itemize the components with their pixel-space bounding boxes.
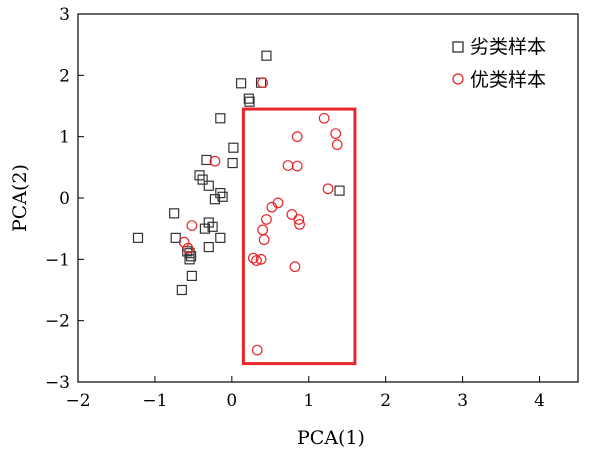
legend-marker-superior <box>452 73 464 85</box>
inferior-sample-point <box>334 185 345 196</box>
inferior-sample-point <box>201 154 212 166</box>
superior-sample-point <box>261 214 272 225</box>
x-tick-label: 3 <box>457 391 468 411</box>
superior-sample-point <box>291 160 303 172</box>
y-tick-label: 2 <box>59 66 70 86</box>
inferior-sample-point <box>170 232 181 243</box>
inferior-sample-point <box>203 241 214 253</box>
superior-sample-point <box>331 139 343 151</box>
inferior-sample-point <box>199 223 211 234</box>
x-tick-label: 1 <box>303 391 314 411</box>
superior-sample-point <box>294 218 305 230</box>
x-tick-label: −1 <box>142 391 167 411</box>
legend: 劣类样本 优类样本 <box>452 36 546 91</box>
inferior-sample-point <box>209 194 221 205</box>
inferior-sample-point <box>227 157 238 169</box>
inferior-sample-point <box>186 270 197 281</box>
inferior-sample-point <box>215 187 226 199</box>
legend-label-inferior: 劣类样本 <box>470 36 546 58</box>
x-axis-title: PCA(1) <box>297 427 365 449</box>
superior-sample-point <box>257 224 269 236</box>
inferior-sample-point <box>228 142 239 153</box>
inferior-sample-point <box>184 254 195 265</box>
superior-sample-point <box>258 234 270 246</box>
inferior-sample-point <box>132 232 144 243</box>
inferior-sample-point <box>176 284 187 296</box>
superior-sample-point <box>322 183 334 195</box>
x-tick-label: 2 <box>380 391 391 411</box>
inferior-sample-point <box>215 113 226 124</box>
superior-sample-point <box>291 131 303 143</box>
inferior-sample-point <box>169 208 180 219</box>
x-tick-label: 0 <box>226 391 237 411</box>
y-tick-label: 1 <box>59 128 70 148</box>
y-tick-label: −2 <box>45 312 70 332</box>
x-tick-label: 4 <box>534 391 545 411</box>
y-tick-label: −1 <box>45 250 70 270</box>
superior-sample-point <box>266 201 278 213</box>
inferior-sample-point <box>203 180 214 191</box>
superior-sample-point <box>251 344 263 356</box>
legend-marker-inferior <box>452 41 464 53</box>
y-tick-label: −3 <box>45 373 70 393</box>
superior-sample-point <box>318 112 330 124</box>
inferior-sample-point <box>215 232 226 243</box>
legend-label-superior: 优类样本 <box>470 69 546 91</box>
inferior-sample-point <box>243 93 254 104</box>
inferior-sample-point <box>207 221 218 232</box>
superior-sample-point <box>247 252 259 264</box>
superior-sample-point <box>186 220 198 232</box>
inferior-sample-point <box>235 78 247 89</box>
superior-sample-point <box>178 236 190 248</box>
highlight-box-layer <box>241 107 357 366</box>
superior-sample-point <box>289 261 301 273</box>
y-axis-title: PCA(2) <box>9 164 31 232</box>
inferior-sample-point <box>261 50 272 61</box>
inferior-sample-point <box>244 96 255 107</box>
superior-sample-point <box>255 253 267 265</box>
superior-sample-point <box>182 242 194 254</box>
superior-sample-point <box>282 160 294 171</box>
superior-sample-point <box>286 209 298 220</box>
inferior-sample-point <box>197 174 208 185</box>
y-tick-label: 3 <box>59 5 70 25</box>
superior-sample-point <box>330 128 342 140</box>
superior-sample-point <box>209 155 221 167</box>
superior-sample-point <box>257 77 269 89</box>
superior-sample-point <box>293 214 305 225</box>
superior-sample-point <box>251 255 262 266</box>
x-tick-label: −2 <box>65 391 90 411</box>
inferior-sample-point <box>184 248 195 259</box>
data-points <box>132 50 345 356</box>
highlight-box <box>241 107 357 366</box>
inferior-sample-point <box>217 191 228 202</box>
y-tick-label: 0 <box>59 189 70 209</box>
